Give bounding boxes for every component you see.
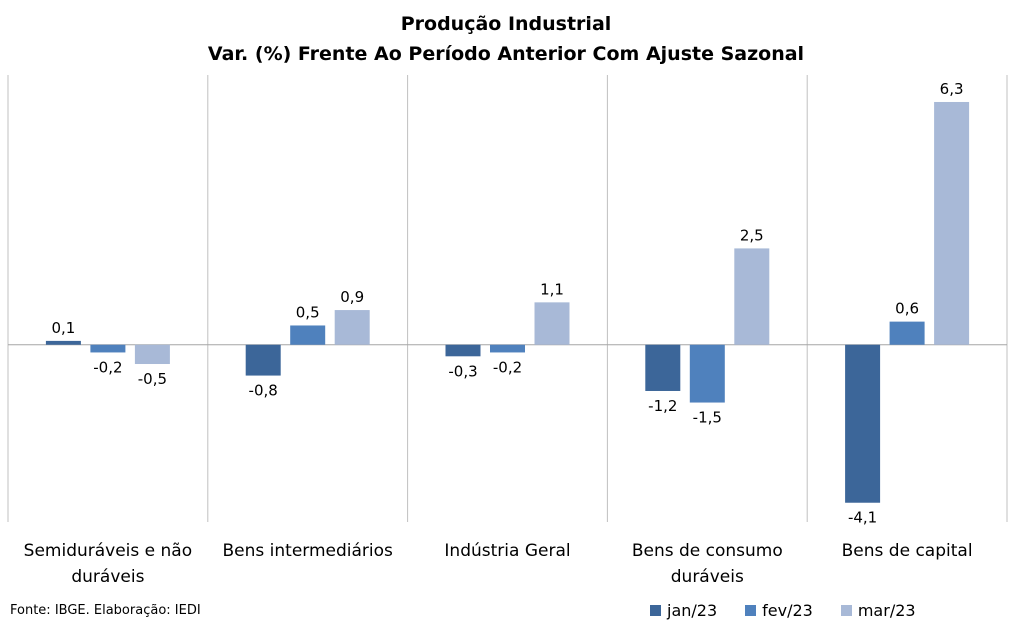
source-note: Fonte: IBGE. Elaboração: IEDI bbox=[10, 603, 201, 618]
category-label: Bens de capital bbox=[842, 541, 973, 561]
data-label: -0,2 bbox=[93, 358, 122, 376]
bar-fev-23 bbox=[689, 344, 725, 403]
data-label: -0,2 bbox=[493, 358, 522, 376]
legend-label: jan/23 bbox=[667, 601, 718, 620]
bar-fev-23 bbox=[90, 344, 126, 353]
data-label: 2,5 bbox=[740, 226, 764, 244]
data-label: 0,5 bbox=[296, 303, 320, 321]
data-label: 1,1 bbox=[540, 280, 564, 298]
category-label: Semiduráveis e não bbox=[24, 541, 192, 561]
category-label: duráveis bbox=[671, 567, 744, 587]
bar-mar-23 bbox=[934, 101, 970, 345]
category-label: duráveis bbox=[71, 567, 144, 587]
data-label: -0,8 bbox=[249, 382, 278, 400]
category-label: Indústria Geral bbox=[444, 541, 570, 561]
data-label: 0,1 bbox=[51, 319, 75, 337]
bar-mar-23 bbox=[534, 302, 570, 345]
legend-label: fev/23 bbox=[762, 601, 813, 620]
legend-item-mar: mar/23 bbox=[840, 601, 916, 620]
category-label: Bens de consumo bbox=[632, 541, 783, 561]
legend-label: mar/23 bbox=[857, 601, 916, 620]
data-label: 0,9 bbox=[340, 288, 364, 306]
chart-subtitle: Var. (%) Frente Ao Período Anterior Com … bbox=[207, 43, 805, 65]
legend-swatch bbox=[745, 605, 757, 616]
data-label: -1,5 bbox=[693, 409, 722, 427]
bar-mar-23 bbox=[734, 248, 770, 345]
legend-item-jan: jan/23 bbox=[650, 601, 717, 620]
bar-mar-23 bbox=[334, 310, 370, 345]
legend-swatch bbox=[650, 605, 661, 616]
bar-jan-23 bbox=[245, 344, 281, 376]
data-label: -0,3 bbox=[448, 362, 477, 380]
bar-fev-23 bbox=[490, 344, 525, 353]
data-label: 0,6 bbox=[895, 300, 919, 318]
legend: jan/23 fev/23 mar/23 bbox=[650, 601, 944, 620]
data-label: -4,1 bbox=[848, 509, 877, 527]
bar-jan-23 bbox=[445, 344, 481, 357]
bar-jan-23 bbox=[845, 344, 881, 503]
bar-jan-23 bbox=[45, 340, 81, 345]
bar-mar-23 bbox=[134, 344, 170, 365]
category-label: Bens intermediários bbox=[223, 541, 394, 561]
bar-fev-23 bbox=[290, 325, 326, 345]
data-label: -1,2 bbox=[648, 397, 677, 415]
chart-title: Produção Industrial bbox=[400, 13, 612, 35]
data-label: -0,5 bbox=[138, 370, 167, 388]
legend-swatch bbox=[840, 605, 852, 616]
data-label: 6,3 bbox=[940, 80, 964, 98]
bar-jan-23 bbox=[645, 344, 681, 391]
bar-fev-23 bbox=[889, 321, 925, 345]
legend-item-fev: fev/23 bbox=[745, 601, 813, 620]
